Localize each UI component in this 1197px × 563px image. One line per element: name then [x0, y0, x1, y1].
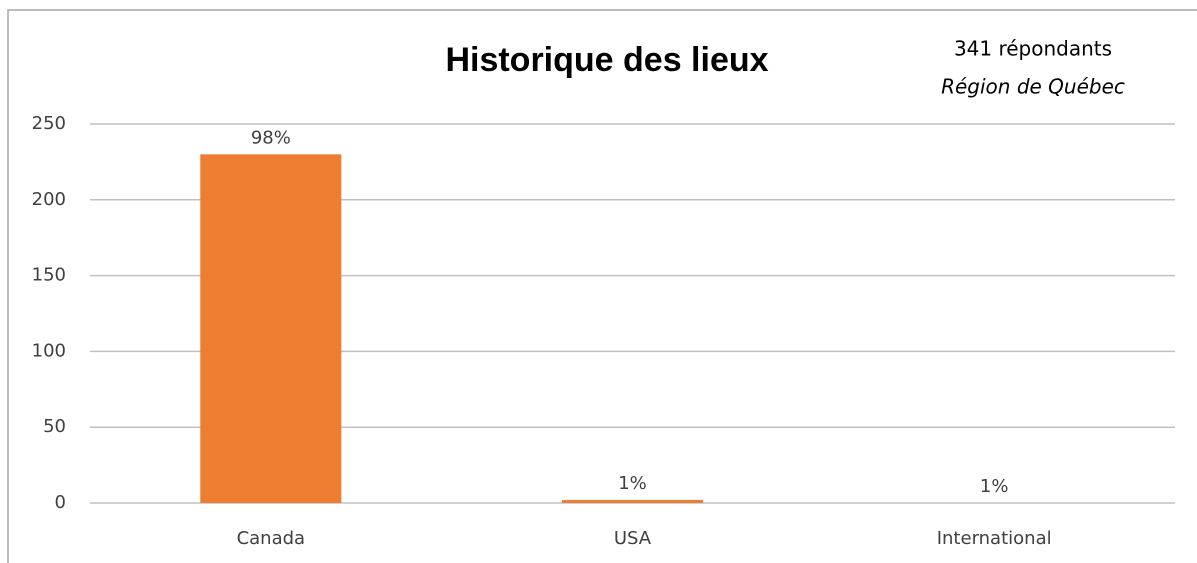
subtitle: 341 répondants	[954, 37, 1112, 61]
subtitle: Région de Québec	[941, 75, 1125, 99]
y-tick-label: 100	[32, 340, 66, 361]
y-tick-label: 50	[43, 416, 66, 437]
y-tick-label: 0	[55, 492, 66, 513]
x-tick-label: Canada	[237, 528, 306, 549]
x-tick-label: USA	[614, 528, 652, 549]
bar	[561, 499, 704, 503]
y-tick-label: 150	[32, 265, 66, 286]
data-label: 1%	[980, 476, 1009, 497]
x-tick-label: International	[937, 528, 1052, 549]
data-label: 1%	[618, 473, 647, 494]
y-tick-label: 200	[32, 189, 66, 210]
chart-title: Historique des lieux	[445, 41, 768, 79]
y-tick-label: 250	[32, 113, 66, 134]
bar	[200, 154, 342, 503]
data-label: 98%	[251, 127, 291, 148]
